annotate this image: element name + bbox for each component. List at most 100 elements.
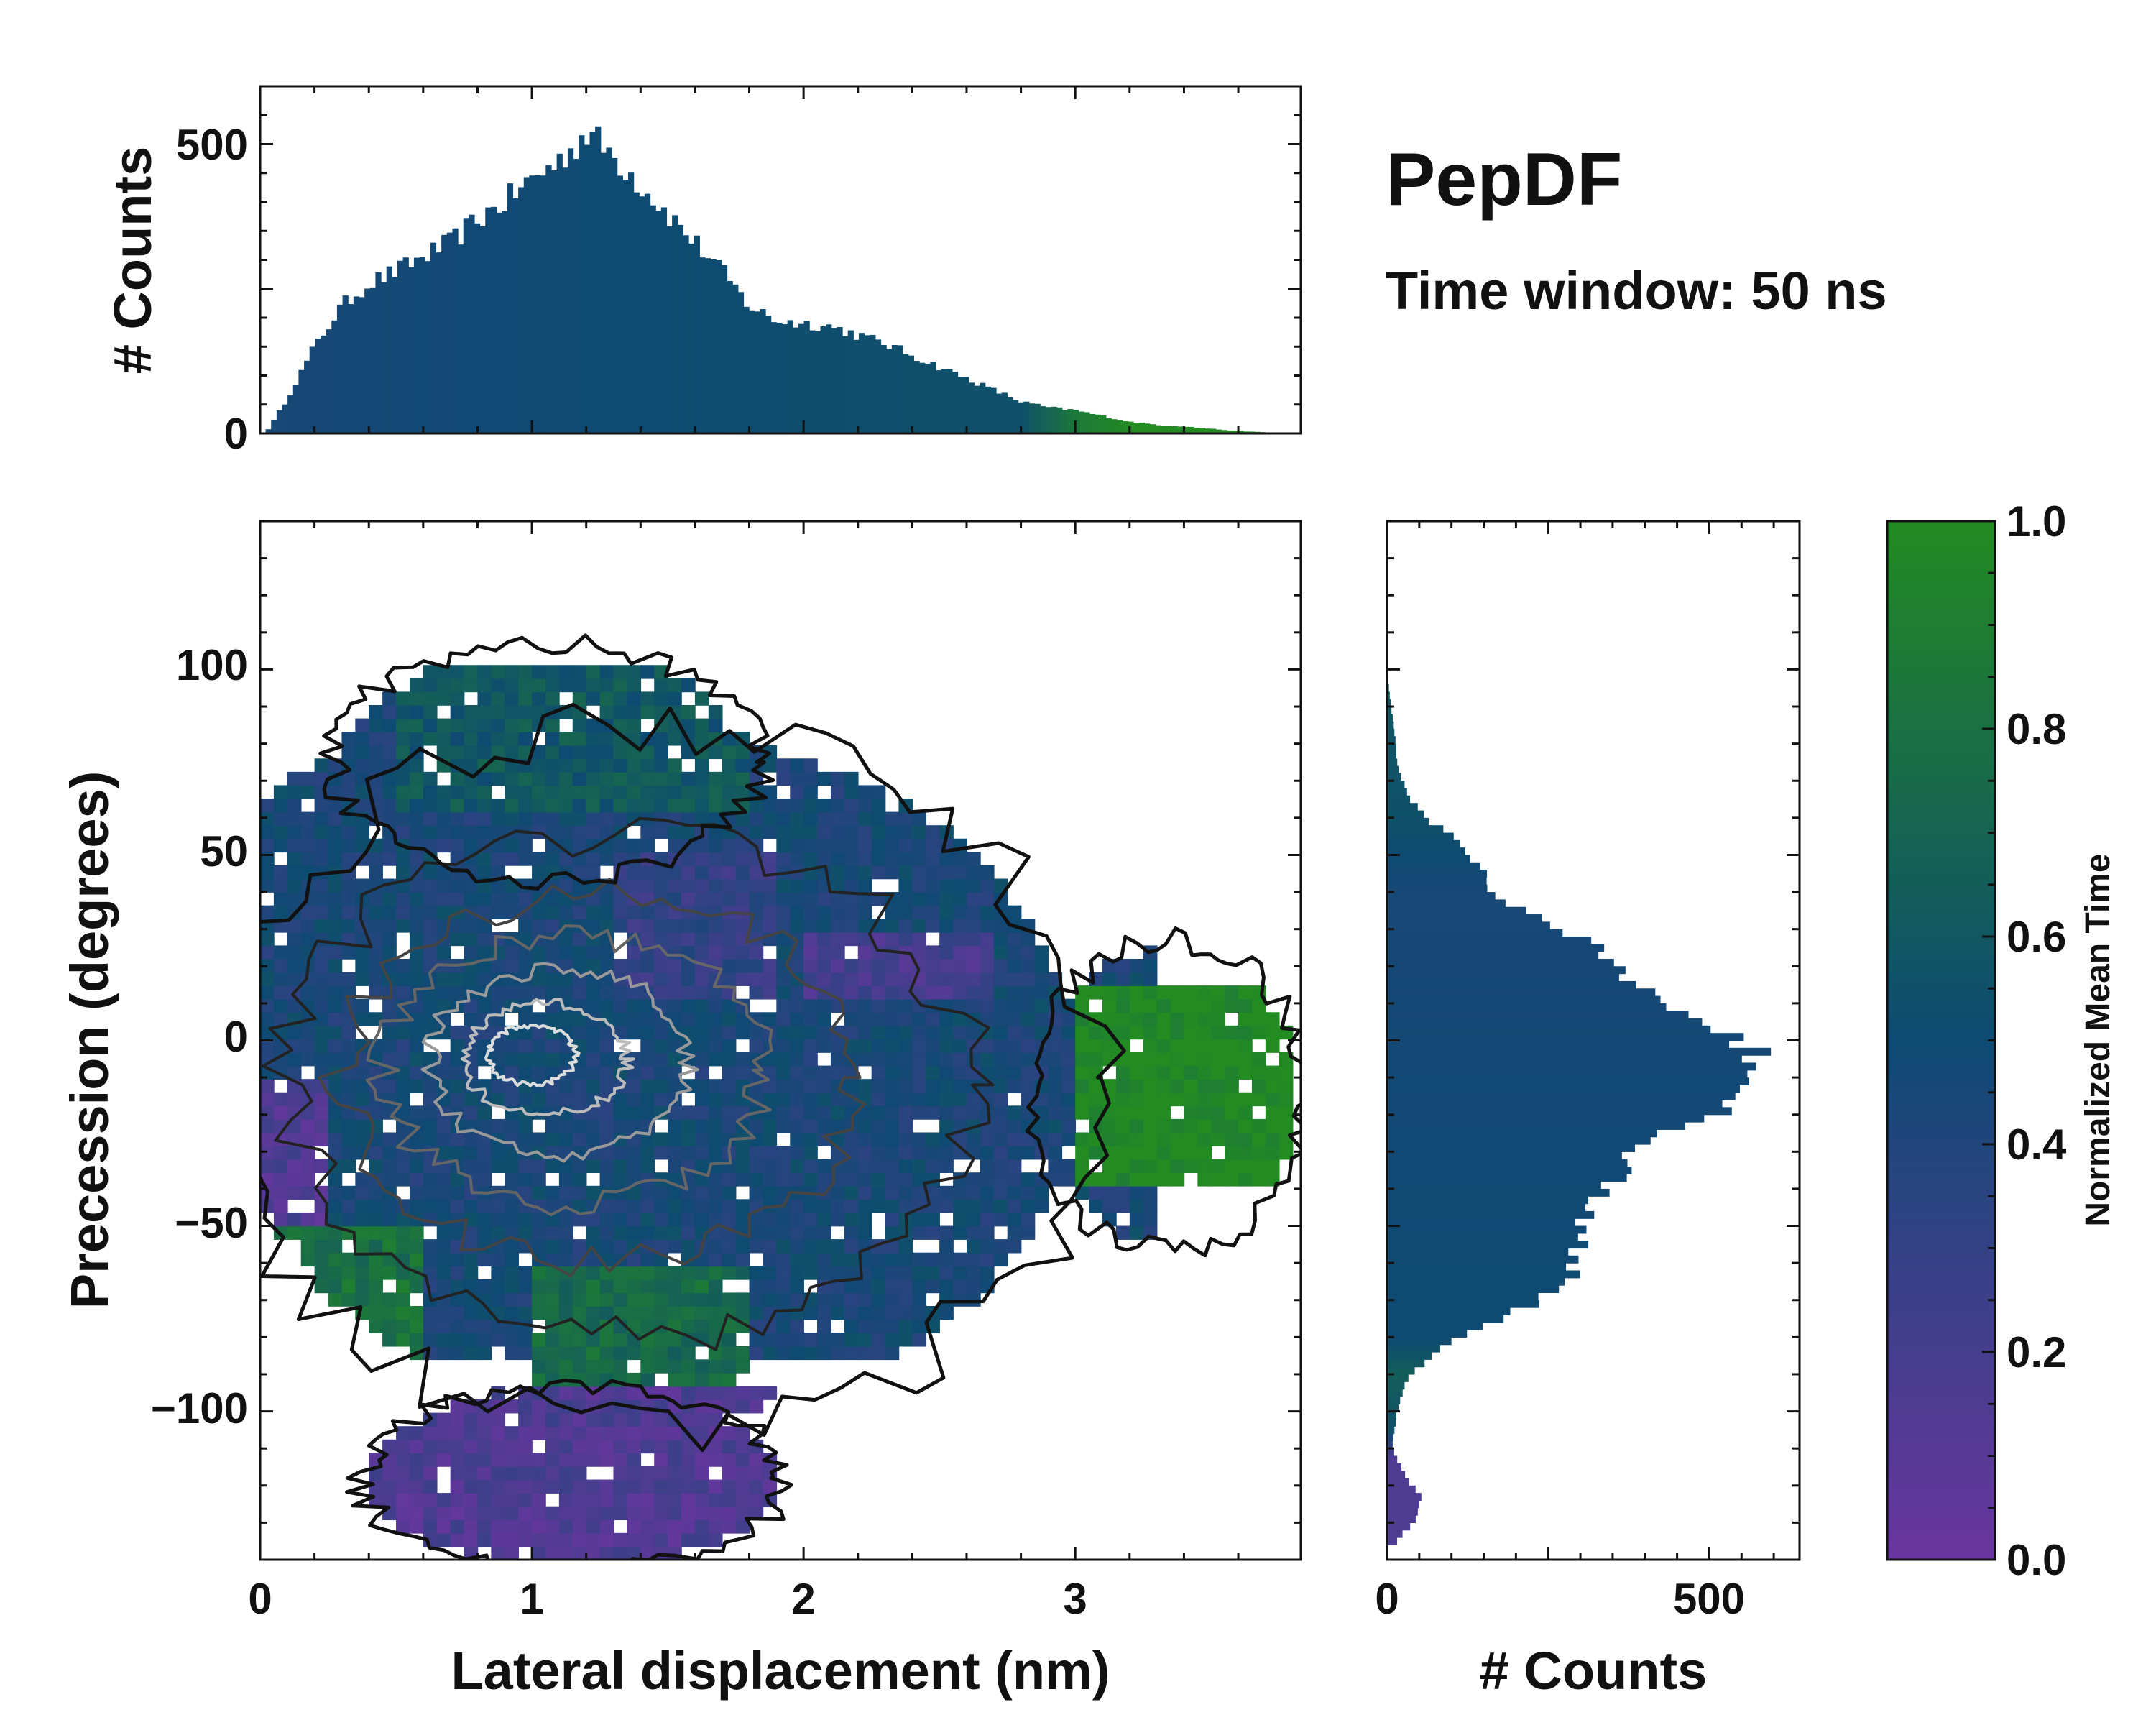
heatmap-cell [844, 972, 859, 986]
heatmap-cell [477, 1466, 492, 1481]
heatmap-cell [314, 945, 329, 960]
heatmap-cell [613, 1225, 628, 1240]
heatmap-cell [518, 718, 533, 732]
heatmap-cell [939, 1252, 954, 1267]
heatmap-cell [898, 865, 913, 880]
heatmap-cell [694, 1146, 709, 1160]
heatmap-cell [790, 1225, 804, 1240]
heatmap-cell [572, 1039, 587, 1053]
heatmap-cell [436, 892, 451, 906]
heatmap-cell [409, 892, 424, 906]
heatmap-cell [396, 811, 410, 826]
heatmap-cell [355, 958, 370, 973]
heatmap-cell [722, 1439, 737, 1454]
heatmap-cell [640, 1412, 655, 1427]
heatmap-cell [939, 1065, 954, 1080]
heatmap-cell [328, 1079, 343, 1093]
top-histogram-bar [304, 360, 310, 433]
heatmap-cell [464, 678, 479, 693]
heatmap-cell [898, 1146, 913, 1160]
heatmap-cell [790, 1105, 804, 1120]
heatmap-cell [1102, 998, 1117, 1013]
top-histogram-bar [595, 126, 602, 433]
heatmap-cell [355, 1292, 370, 1307]
heatmap-cell [477, 1479, 492, 1494]
heatmap-cell [898, 905, 913, 920]
heatmap-cell [545, 1519, 560, 1534]
heatmap-cell [681, 852, 696, 866]
right-histogram-bar [1387, 1159, 1628, 1167]
heatmap-cell [545, 1039, 560, 1053]
top-histogram-bar [1150, 424, 1156, 433]
heatmap-cell [505, 905, 519, 920]
heatmap-cell [844, 1199, 859, 1213]
heatmap-cell [1115, 985, 1130, 1000]
heatmap-cell [830, 1239, 845, 1254]
heatmap-cell [871, 1079, 886, 1093]
heatmap-cell [830, 1118, 845, 1133]
heatmap-cell [1225, 1132, 1239, 1146]
heatmap-cell [790, 919, 804, 933]
heatmap-cell [735, 958, 750, 973]
heatmap-cell [681, 785, 696, 799]
heatmap-cell [1265, 1159, 1280, 1174]
heatmap-cell [722, 852, 737, 866]
heatmap-cell [817, 1306, 831, 1320]
heatmap-cell [396, 704, 410, 719]
heatmap-cell [477, 1319, 492, 1333]
heatmap-cell [817, 1092, 831, 1107]
heatmap-cell [532, 1412, 546, 1427]
heatmap-cell [885, 1039, 900, 1053]
heatmap-cell [532, 1292, 546, 1307]
heatmap-cell [409, 1252, 424, 1267]
top-histogram-bar [1221, 430, 1227, 433]
heatmap-cell [1102, 1199, 1117, 1213]
heatmap-cell [640, 1439, 655, 1454]
heatmap-cell [477, 932, 492, 947]
heatmap-cell [898, 892, 913, 906]
heatmap-cell [735, 1172, 750, 1187]
heatmap-cell [735, 1466, 750, 1481]
heatmap-cell [409, 1453, 424, 1467]
heatmap-cell [885, 825, 900, 840]
heatmap-cell [681, 1266, 696, 1280]
heatmap-cell [1170, 985, 1185, 1000]
heatmap-cell [586, 1118, 601, 1133]
heatmap-cell [817, 998, 831, 1013]
heatmap-cell [273, 1172, 288, 1187]
heatmap-cell [423, 1333, 438, 1347]
heatmap-cell [1115, 1025, 1130, 1040]
right-histogram-bar [1387, 1530, 1403, 1538]
top-ytick-label-500: 500 [176, 121, 248, 169]
heatmap-cell [980, 998, 995, 1013]
heatmap-cell [545, 919, 560, 933]
right-histogram-bar [1387, 906, 1526, 915]
top-histogram-bar [359, 297, 365, 433]
heatmap-cell [382, 732, 397, 746]
main-xtick-label-0: 0 [248, 1575, 272, 1623]
heatmap-cell [532, 665, 546, 679]
heatmap-cell [694, 1479, 709, 1494]
heatmap-cell [640, 825, 655, 840]
heatmap-cell [1034, 1012, 1049, 1026]
heatmap-cell [341, 1039, 356, 1053]
right-histogram-bar [1387, 699, 1391, 707]
heatmap-cell [491, 878, 506, 893]
heatmap-cell [599, 1386, 614, 1400]
heatmap-cell [735, 745, 750, 760]
heatmap-cell [300, 985, 315, 1000]
heatmap-cell [300, 1252, 315, 1267]
heatmap-cell [436, 799, 451, 813]
heatmap-cell [1225, 1092, 1239, 1107]
heatmap-cell [287, 1092, 302, 1107]
heatmap-cell [613, 1092, 628, 1107]
heatmap-cell [953, 905, 967, 920]
heatmap-cell [599, 852, 614, 866]
heatmap-cell [1143, 1092, 1158, 1107]
heatmap-cell [708, 1172, 723, 1187]
heatmap-cell [423, 771, 438, 786]
heatmap-cell [423, 1426, 438, 1440]
heatmap-cell [491, 1266, 506, 1280]
top-histogram-bar [710, 259, 717, 433]
heatmap-cell [1129, 985, 1144, 1000]
